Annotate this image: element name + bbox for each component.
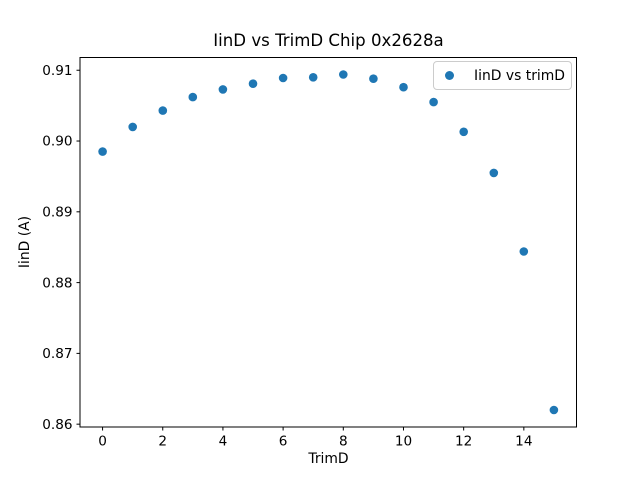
- scatter-point: [549, 405, 559, 415]
- scatter-point: [489, 168, 499, 178]
- x-axis-label: TrimD: [308, 451, 349, 467]
- x-tick-label: 12: [455, 434, 472, 450]
- scatter-point: [459, 127, 469, 137]
- scatter-point: [248, 79, 258, 88]
- scatter-point: [429, 97, 438, 107]
- legend-marker-circle-icon: [445, 71, 454, 80]
- x-tick-label: 8: [339, 434, 348, 450]
- scatter-point: [308, 73, 318, 82]
- scatter-point: [218, 85, 228, 94]
- scatter-point: [519, 247, 529, 256]
- scatter-point: [158, 106, 168, 115]
- scatter-point: [339, 70, 348, 79]
- y-tick-label: 0.88: [42, 275, 72, 291]
- legend-box: IinD vs trimD: [433, 61, 572, 90]
- x-tick-label: 0: [98, 434, 107, 450]
- legend-series-label: IinD vs trimD: [474, 67, 565, 84]
- y-tick-label: 0.86: [42, 417, 72, 433]
- x-tick-label: 14: [515, 434, 532, 450]
- x-tick-label: 10: [395, 434, 412, 450]
- axes-frame: [79, 57, 577, 428]
- scatter-point: [399, 82, 408, 92]
- scatter-point: [128, 122, 137, 132]
- y-tick-label: 0.91: [42, 63, 72, 79]
- scatter-point: [188, 92, 198, 102]
- y-axis-label: IinD (A): [17, 215, 33, 269]
- y-tick-label: 0.90: [42, 134, 72, 150]
- x-tick-label: 2: [158, 434, 167, 450]
- chart-title: IinD vs TrimD Chip 0x2628a: [213, 31, 444, 50]
- scatter-point: [98, 147, 107, 156]
- x-tick-label: 4: [219, 434, 228, 450]
- y-tick-label: 0.87: [42, 346, 72, 362]
- x-tick-label: 6: [279, 434, 288, 450]
- y-tick-label: 0.89: [42, 205, 72, 221]
- scatter-point: [278, 73, 288, 83]
- scatter-point: [369, 74, 378, 83]
